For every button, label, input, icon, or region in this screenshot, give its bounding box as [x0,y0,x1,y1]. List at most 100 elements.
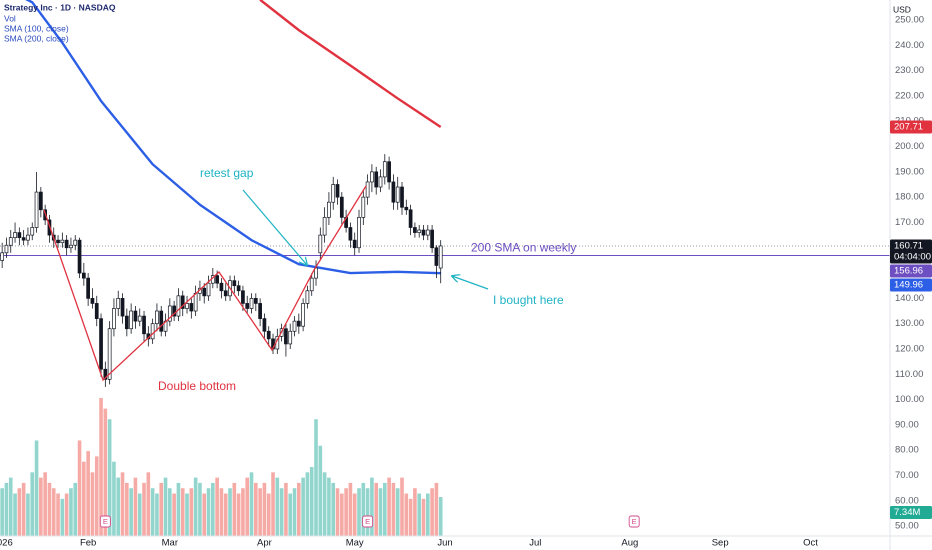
candle-body [288,330,293,345]
volume-bar [90,472,95,536]
volume-bar [331,482,336,536]
candle-body [404,206,409,211]
candle-body [137,315,142,322]
volume-bar [318,445,323,536]
y-tick-label: 120.00 [895,343,924,354]
sma-line [259,0,442,129]
volume-bar [30,472,35,536]
y-tick-label: 190.00 [895,166,924,177]
candle-body [0,252,5,261]
candle-body [90,298,95,304]
drawings [43,185,489,382]
volume-bar [17,488,22,536]
volume-bar [245,477,250,536]
y-tick-label: 230.00 [895,65,924,76]
volume-bar [292,488,297,536]
volume-bar [215,477,219,536]
candle-body [13,232,17,238]
candle-body [408,209,413,228]
volume-bar [21,482,26,536]
candle-body [124,315,129,330]
candle-body [425,229,430,236]
volume-bar [279,488,284,536]
x-tick-label: Mar [162,538,178,549]
volume-label-bg [890,506,932,520]
volume-bar [271,472,275,536]
x-tick-label: Jun [437,538,452,549]
candle-body [314,267,318,279]
volume-bar [254,482,258,536]
candle-body [430,229,434,249]
volume-bar [314,419,318,536]
volume-bar [434,482,439,536]
candle-body [245,303,250,309]
price-label: 207.71 [894,122,923,133]
volume-bar [378,488,383,536]
volume-bar [82,461,86,536]
candle-body [99,318,103,370]
candle-body [26,234,30,241]
candle-body [413,227,417,233]
candle-body [167,305,172,322]
earnings-label: E [632,517,637,526]
candle-body [417,229,422,233]
candle-body [189,303,194,312]
candle-body [266,330,271,340]
legend-volume: Vol [4,13,16,23]
volume-bar [64,493,69,536]
volume-bar [112,461,116,536]
volume-bar [172,493,176,536]
candle-body [185,303,189,309]
volume-bar [99,398,103,536]
volume-bar [236,493,241,536]
earnings-label: E [103,517,108,526]
y-tick-label: 140.00 [895,293,924,304]
y-tick-label: 110.00 [895,369,923,380]
volume-bar [56,493,60,536]
x-tick-label: 2026 [0,538,13,549]
y-tick-label: 200.00 [895,141,924,152]
price-label-bg [890,120,932,134]
price-label: 149.96 [894,279,923,290]
candle-body [249,298,254,309]
x-tick-label: Sep [712,538,729,549]
volume-bar [266,493,271,536]
volume-bar [219,488,224,536]
retest-arrow [242,189,307,265]
volume-bar [8,477,13,536]
volume-bar [421,498,426,536]
candle-body [421,229,426,236]
volume-bar [133,477,138,536]
volume-bar [275,477,280,536]
candle-body [370,171,374,183]
candle-body [387,161,391,183]
volume-bar [223,493,228,536]
volume-bar [4,482,9,536]
candle-body [305,290,310,304]
candle-body [129,310,133,330]
candle-body [112,308,116,330]
volume-bar [0,488,4,536]
volume-bar [47,482,52,536]
candle-body [361,196,366,218]
candle-body [8,237,13,246]
candle-body [292,320,297,332]
currency: USD [893,4,911,14]
volume-bar [206,488,211,536]
candle-body [21,237,26,241]
y-tick-label: 90.00 [895,419,919,430]
candle-body [400,186,404,208]
volume-bar [185,493,189,536]
candle-body [4,244,9,254]
price-label-bg [890,278,932,292]
volume-bar [284,482,288,536]
volume-bar [430,488,434,536]
volume-bar [125,482,129,536]
candle-body [296,320,301,327]
x-tick-label: Feb [80,538,96,549]
candle-body [322,217,327,236]
volume-bar [361,482,366,536]
sma-line [25,0,441,275]
legend-sma200: SMA (200, close) [4,33,69,43]
candle-body [133,310,138,322]
